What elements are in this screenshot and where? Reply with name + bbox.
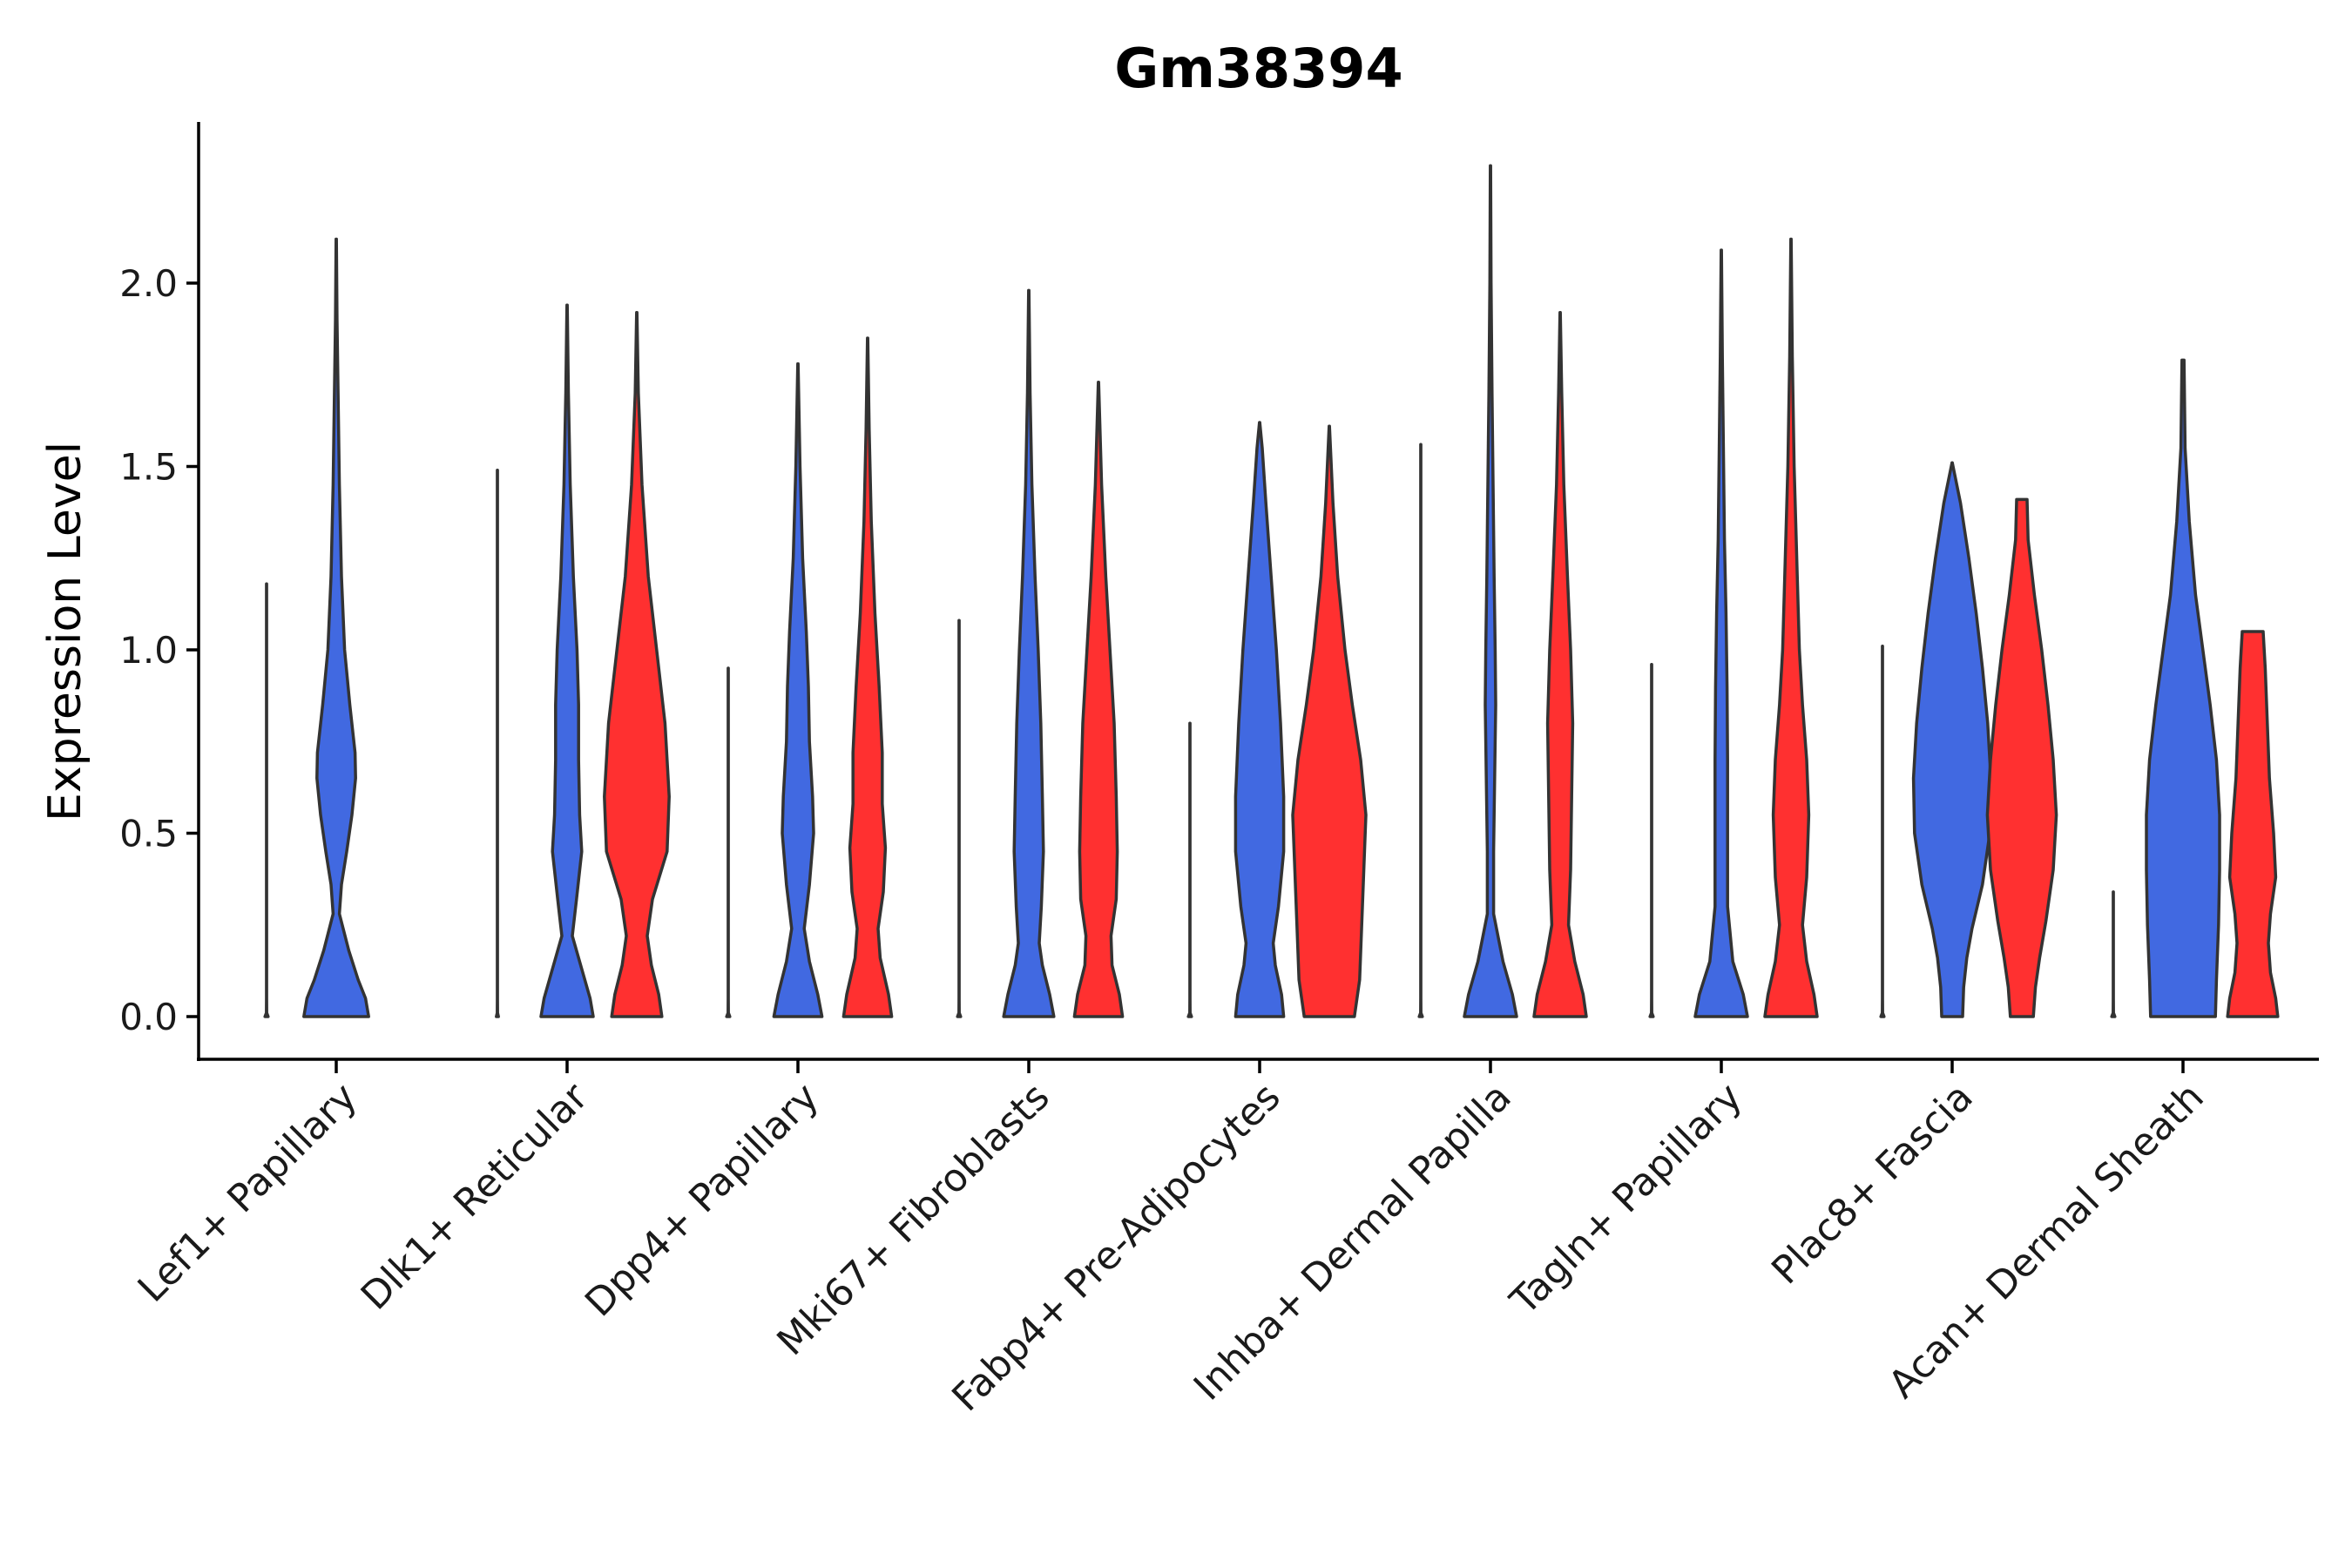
violin-right <box>1985 497 2058 1018</box>
violin-right <box>603 310 671 1018</box>
violin-right <box>1072 380 1125 1018</box>
y-axis-label: Expression Level <box>39 442 91 821</box>
violin-center <box>302 237 370 1018</box>
violin-center <box>1233 421 1286 1018</box>
y-ticks: 0.0 0.5 1.0 1.5 2.0 <box>119 262 199 1038</box>
violin-center <box>539 303 595 1018</box>
y-tick-label: 0.0 <box>119 996 178 1038</box>
violin-center <box>1002 288 1056 1018</box>
violin-center <box>772 362 824 1018</box>
violin-left <box>1648 663 1655 1018</box>
x-tick-label: Tagln+ Papillary <box>1502 1075 1751 1324</box>
y-tick-label: 1.5 <box>119 446 178 489</box>
chart-title: Gm38394 <box>1114 37 1402 100</box>
violin-left <box>495 468 500 1018</box>
violin-right <box>1532 310 1588 1018</box>
y-tick-label: 2.0 <box>119 262 178 305</box>
x-tick-label: Lef1+ Papillary <box>130 1075 366 1311</box>
violin-right <box>1763 237 1819 1018</box>
violin-left <box>956 618 963 1018</box>
violin-right <box>1291 424 1368 1018</box>
violin-center <box>1463 164 1518 1018</box>
violin-center <box>1693 248 1749 1018</box>
x-tick-label: Dpp4+ Papillary <box>577 1075 828 1326</box>
violin-right <box>2226 630 2280 1018</box>
violin-left <box>725 666 732 1018</box>
axes <box>197 122 2319 1061</box>
y-tick-label: 1.0 <box>119 629 178 672</box>
violin-left <box>1417 443 1424 1018</box>
violin-layer <box>263 164 2280 1018</box>
violin-left <box>263 582 270 1018</box>
y-tick-label: 0.5 <box>119 813 178 855</box>
violin-left <box>1879 645 1886 1018</box>
violin-left <box>1186 721 1193 1018</box>
x-tick-label: Dlk1+ Reticular <box>353 1074 598 1319</box>
violin-left <box>2110 890 2117 1018</box>
x-tick-label: Plac8+ Fascia <box>1763 1075 1982 1294</box>
violin-right <box>841 336 894 1018</box>
violin-center <box>1911 461 1993 1018</box>
violin-center <box>2145 358 2221 1018</box>
